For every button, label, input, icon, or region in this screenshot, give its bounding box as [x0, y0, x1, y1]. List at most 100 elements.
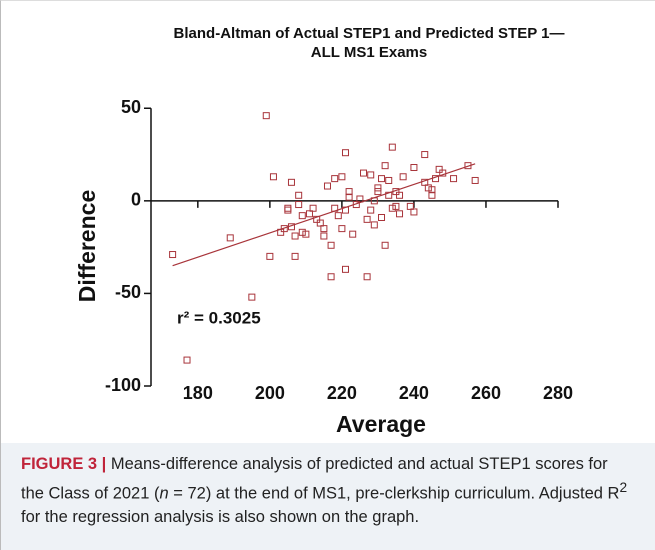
point — [388, 204, 396, 212]
point — [428, 191, 436, 199]
point — [327, 273, 335, 281]
point — [284, 206, 292, 214]
point — [345, 193, 353, 201]
point — [374, 188, 382, 196]
point — [396, 210, 404, 218]
x-tick-label: 260 — [471, 383, 501, 403]
point — [471, 176, 479, 184]
x-tick-label: 280 — [543, 383, 573, 403]
point — [392, 188, 400, 196]
caption-text: 2 — [619, 480, 628, 495]
point — [284, 204, 292, 212]
caption-text: Means-difference analysis of predicted a… — [21, 455, 608, 503]
point — [226, 234, 234, 242]
point — [323, 182, 331, 190]
point — [396, 191, 404, 199]
point — [424, 184, 432, 192]
point — [464, 162, 472, 170]
y-tick-label: 50 — [121, 97, 141, 117]
point — [298, 212, 306, 220]
point — [331, 204, 339, 212]
point — [169, 251, 177, 259]
point — [269, 173, 277, 181]
point — [248, 293, 256, 301]
point — [295, 191, 303, 199]
point — [360, 169, 368, 177]
point — [378, 175, 386, 183]
chart-title: ALL MS1 Exams — [311, 44, 427, 61]
point — [287, 178, 295, 186]
point — [320, 232, 328, 240]
y-axis-label: Difference — [74, 190, 100, 302]
point — [385, 176, 393, 184]
y-tick-label: -100 — [105, 375, 141, 395]
x-tick-label: 220 — [327, 383, 357, 403]
point — [309, 204, 317, 212]
point — [302, 230, 310, 238]
point — [338, 225, 346, 233]
point — [277, 228, 285, 236]
y-tick-label: 0 — [131, 190, 141, 210]
point — [432, 175, 440, 183]
point — [385, 191, 393, 199]
point — [381, 241, 389, 249]
point — [298, 228, 306, 236]
point — [341, 206, 349, 214]
point — [266, 252, 274, 260]
caption-label: FIGURE 3 | — [21, 455, 107, 473]
point — [327, 241, 335, 249]
trend-line — [172, 163, 476, 267]
point — [399, 173, 407, 181]
point — [363, 273, 371, 281]
point — [280, 225, 288, 233]
x-tick-label: 180 — [183, 383, 213, 403]
point — [370, 197, 378, 205]
point — [305, 210, 313, 218]
point — [388, 143, 396, 151]
point — [367, 206, 375, 214]
point — [262, 112, 270, 120]
point — [421, 151, 429, 159]
point — [370, 221, 378, 229]
point — [406, 202, 414, 210]
point — [356, 195, 364, 203]
point — [410, 208, 418, 216]
point — [341, 149, 349, 157]
chart-title: Bland-Altman of Actual STEP1 and Predict… — [174, 25, 565, 42]
point — [313, 215, 321, 223]
point — [367, 171, 375, 179]
point — [331, 175, 339, 183]
caption-text: = 72) at the end of MS1, pre-clerkship c… — [168, 484, 620, 503]
point — [183, 356, 191, 364]
point — [291, 232, 299, 240]
caption: FIGURE 3 | Means-difference analysis of … — [1, 443, 655, 550]
point — [320, 225, 328, 233]
point — [341, 265, 349, 273]
point — [381, 162, 389, 170]
point — [374, 184, 382, 192]
x-tick-label: 240 — [399, 383, 429, 403]
x-tick-label: 200 — [255, 383, 285, 403]
point — [352, 201, 360, 209]
point — [349, 230, 357, 238]
x-axis-label: Average — [336, 411, 426, 437]
point — [287, 223, 295, 231]
point — [363, 215, 371, 223]
point — [450, 175, 458, 183]
point — [410, 164, 418, 172]
point — [291, 252, 299, 260]
caption-text: for the regression analysis is also show… — [21, 507, 420, 526]
point — [435, 165, 443, 173]
point — [295, 201, 303, 209]
point — [338, 173, 346, 181]
chart: Bland-Altman of Actual STEP1 and Predict… — [74, 25, 573, 437]
point — [378, 214, 386, 222]
caption-text: n — [159, 484, 169, 503]
point — [334, 212, 342, 220]
annotation: r² = 0.3025 — [177, 308, 261, 327]
point — [439, 169, 447, 177]
point — [316, 219, 324, 227]
y-tick-label: -50 — [115, 282, 141, 302]
point — [421, 178, 429, 186]
